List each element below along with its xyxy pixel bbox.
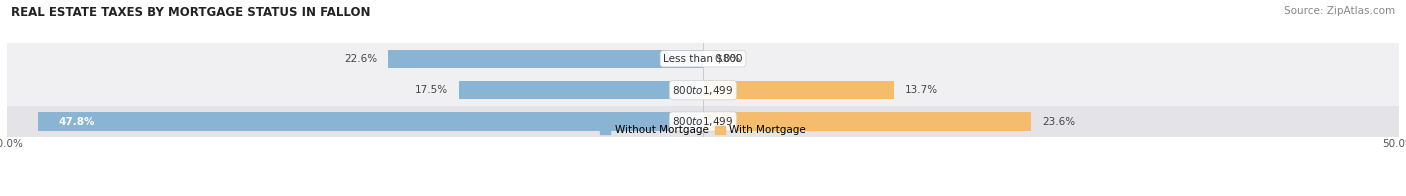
Bar	[7, 43, 1399, 74]
Text: Source: ZipAtlas.com: Source: ZipAtlas.com	[1284, 6, 1395, 16]
Bar	[7, 74, 1399, 106]
Text: 22.6%: 22.6%	[344, 54, 377, 64]
Text: 47.8%: 47.8%	[59, 116, 96, 127]
Text: 0.0%: 0.0%	[714, 54, 741, 64]
Text: Less than $800: Less than $800	[664, 54, 742, 64]
Text: $800 to $1,499: $800 to $1,499	[672, 115, 734, 128]
Text: 23.6%: 23.6%	[1043, 116, 1076, 127]
Text: REAL ESTATE TAXES BY MORTGAGE STATUS IN FALLON: REAL ESTATE TAXES BY MORTGAGE STATUS IN …	[11, 6, 371, 19]
Bar	[460, 81, 703, 99]
Bar	[7, 106, 1399, 137]
Bar	[703, 113, 1032, 131]
Legend: Without Mortgage, With Mortgage: Without Mortgage, With Mortgage	[596, 121, 810, 140]
Bar	[703, 81, 894, 99]
Bar	[38, 113, 703, 131]
Text: 13.7%: 13.7%	[905, 85, 938, 95]
Text: $800 to $1,499: $800 to $1,499	[672, 84, 734, 97]
Text: 17.5%: 17.5%	[415, 85, 449, 95]
Bar	[388, 50, 703, 68]
